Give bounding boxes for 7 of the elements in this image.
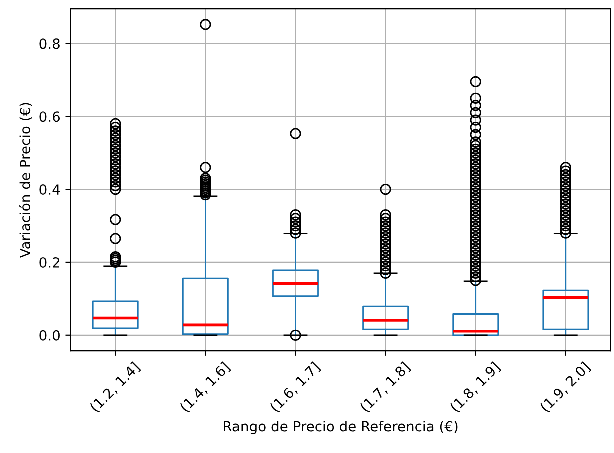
y-axis-title: Variación de Precio (€) [19,103,32,258]
y-tick-label: 0.4 [40,184,60,196]
y-tick-label: 0.8 [40,38,60,50]
y-tick-label: 0.2 [40,257,60,268]
y-tick-label: 0.6 [40,112,60,122]
x-axis-title: Rango de Precio de Referencia (€) [224,421,458,434]
y-tick-label: 0.0 [40,330,60,341]
